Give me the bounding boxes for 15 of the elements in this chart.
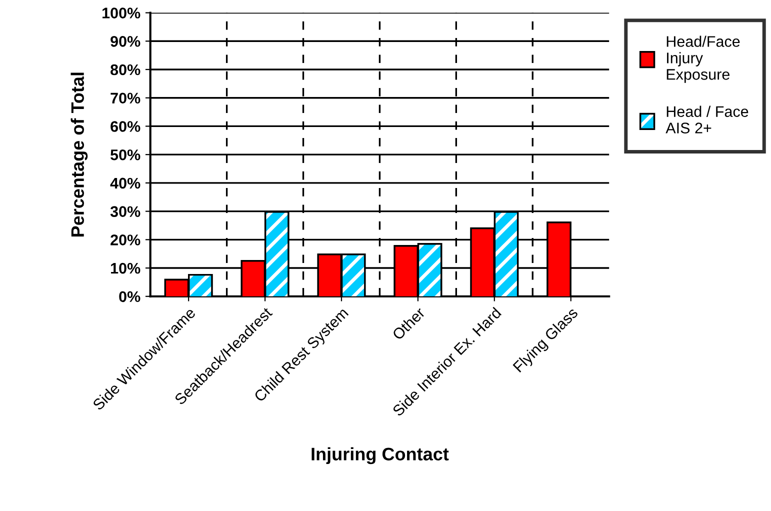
legend-label: Head / Face AIS 2+: [666, 106, 748, 134]
legend-label: Head/Face Injury Exposure: [666, 36, 740, 83]
x-axis-title: Injuring Contact: [312, 447, 449, 464]
y-tick-label: 50%: [110, 149, 140, 160]
y-tick-label: 60%: [110, 121, 140, 132]
y-tick-label: 70%: [110, 92, 140, 104]
y-tick-label: 0%: [119, 291, 140, 302]
y-tick-label: 100%: [102, 8, 140, 18]
y-tick-label: 80%: [110, 64, 140, 76]
y-tick-label: 90%: [110, 36, 140, 47]
y-tick-label: 10%: [111, 262, 140, 274]
y-tick-label: 30%: [110, 206, 140, 218]
y-tick-label: 40%: [110, 178, 140, 189]
y-axis-title: Percentage of Total: [70, 72, 88, 236]
y-tick-label: 20%: [110, 234, 140, 246]
